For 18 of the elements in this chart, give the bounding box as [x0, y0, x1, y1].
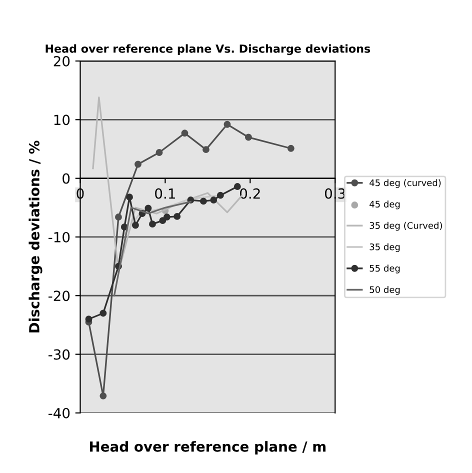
chart-title: Head over reference plane Vs. Discharge deviations: [46, 44, 370, 56]
y-tick-label: -30: [48, 349, 70, 360]
y-tick-label: 20: [54, 56, 70, 66]
x-axis-title: Head over reference plane / m: [90, 441, 326, 455]
y-tick-label: -10: [48, 232, 70, 242]
legend-label: 35 deg (Curved): [370, 222, 442, 231]
legend-label: 50 deg: [370, 286, 400, 295]
legend-label: 45 deg: [370, 200, 400, 210]
y-tick-label: 10: [54, 114, 70, 126]
x-tick-label: 0.2: [240, 188, 260, 199]
y-tick-label: -40: [48, 408, 70, 418]
legend-label: 35 deg: [370, 243, 400, 252]
x-tick-label: 0.1: [155, 188, 175, 199]
y-tick-label: -20: [48, 290, 70, 302]
y-tick-label: 0: [62, 173, 70, 184]
y-axis-title: Discharge deviations / %: [28, 140, 42, 332]
legend-label: 55 deg: [370, 264, 400, 274]
legend-label: 45 deg (curved): [370, 179, 441, 188]
